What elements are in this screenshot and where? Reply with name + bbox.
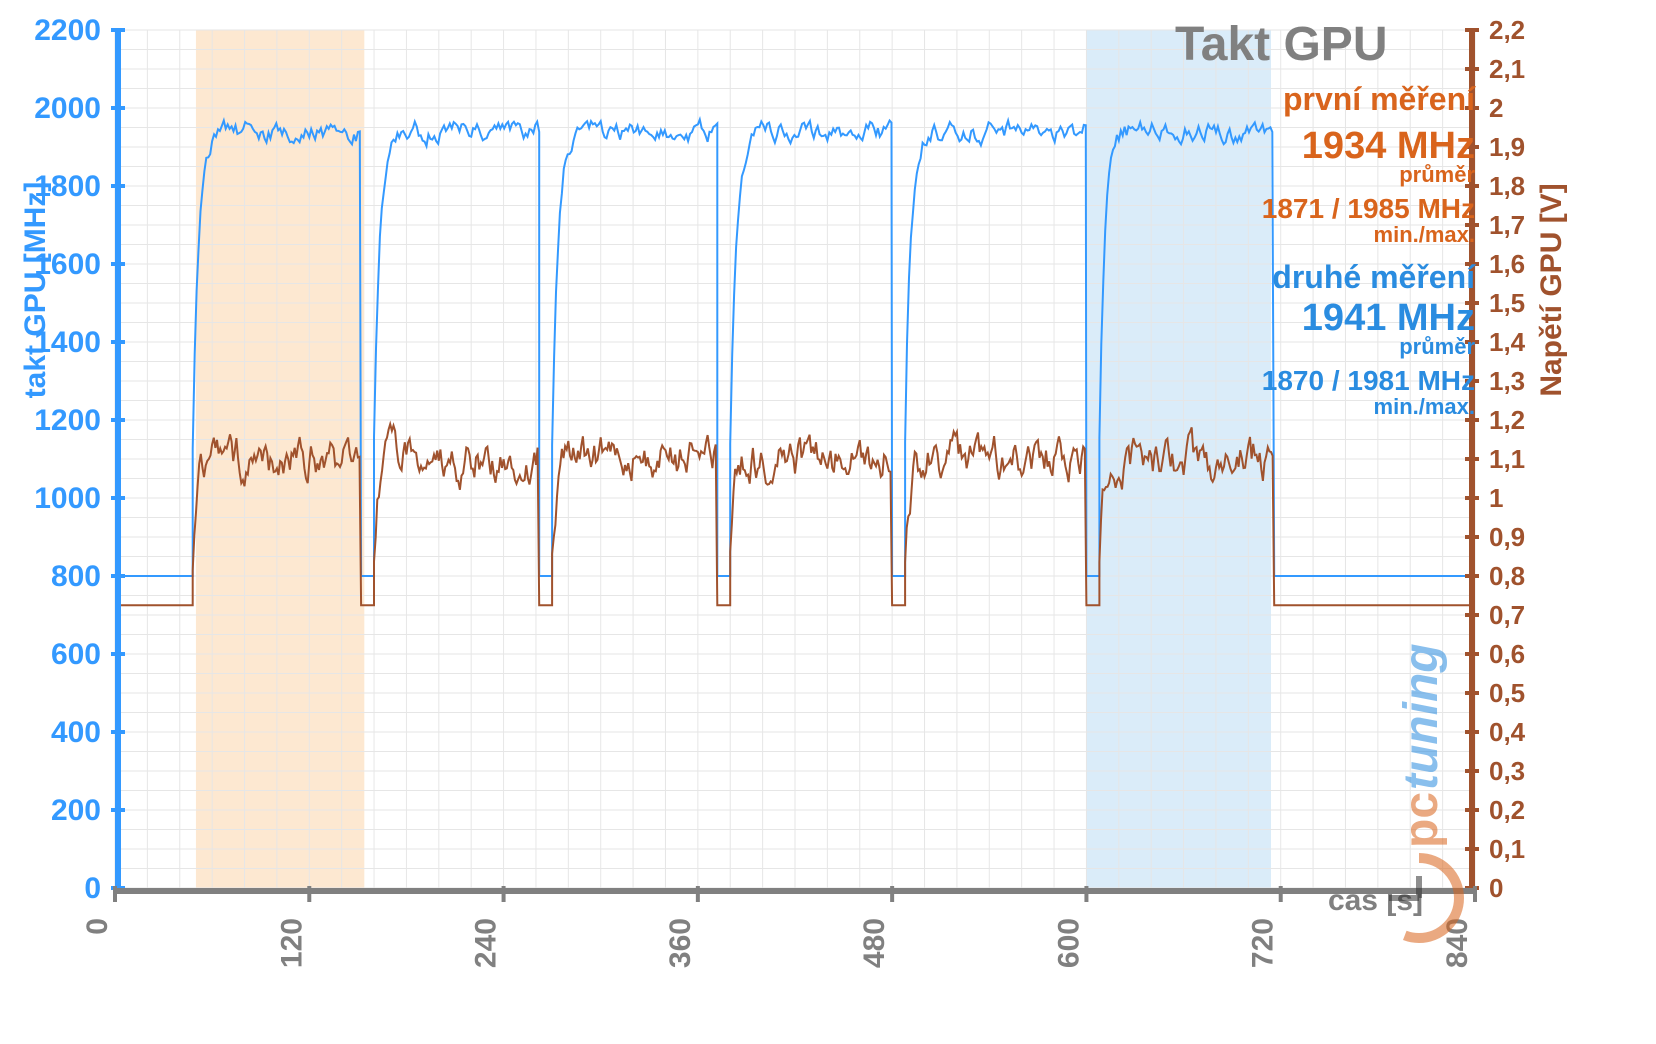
y-right-tick-label: 0,1 bbox=[1489, 834, 1525, 864]
y-left-tick-label: 800 bbox=[51, 560, 101, 593]
annotation-text: průměr bbox=[1399, 334, 1475, 359]
x-tick-label: 720 bbox=[1247, 918, 1280, 968]
annotation-text: 1934 MHz bbox=[1302, 125, 1475, 167]
y-left-tick-label: 600 bbox=[51, 638, 101, 671]
y-right-tick-label: 2,2 bbox=[1489, 15, 1525, 45]
y-right-tick-label: 1 bbox=[1489, 483, 1503, 513]
y-right-tick-label: 0 bbox=[1489, 873, 1503, 903]
annotation-text: 1871 / 1985 MHz bbox=[1262, 193, 1475, 224]
y-right-tick-label: 1,3 bbox=[1489, 366, 1525, 396]
y-right-tick-label: 0,8 bbox=[1489, 561, 1525, 591]
x-tick-label: 600 bbox=[1052, 918, 1085, 968]
watermark-tuning: tuning bbox=[1395, 643, 1448, 790]
annotation-text: 1941 MHz bbox=[1302, 297, 1475, 339]
y-right-tick-label: 0,4 bbox=[1489, 717, 1526, 747]
y-left-tick-label: 2000 bbox=[34, 92, 101, 125]
x-tick-label: 240 bbox=[470, 918, 503, 968]
annotation-text: průměr bbox=[1399, 162, 1475, 187]
y-right-tick-label: 2,1 bbox=[1489, 54, 1525, 84]
annotation-text: 1870 / 1981 MHz bbox=[1262, 365, 1475, 396]
y-left-tick-label: 2200 bbox=[34, 14, 101, 47]
y-left-axis-label: takt GPU [MHz] bbox=[19, 182, 52, 399]
y-right-tick-label: 0,6 bbox=[1489, 639, 1525, 669]
y-left-tick-label: 400 bbox=[51, 716, 101, 749]
y-right-tick-label: 0,7 bbox=[1489, 600, 1525, 630]
y-right-tick-label: 1,1 bbox=[1489, 444, 1525, 474]
y-right-tick-label: 0,2 bbox=[1489, 795, 1525, 825]
x-tick-label: 120 bbox=[275, 918, 308, 968]
y-right-tick-label: 1,7 bbox=[1489, 210, 1525, 240]
y-right-tick-label: 1,6 bbox=[1489, 249, 1525, 279]
annotation-text: min./max. bbox=[1374, 394, 1475, 419]
y-left-tick-label: 1000 bbox=[34, 482, 101, 515]
watermark-pc: pc bbox=[1395, 792, 1448, 848]
annotation-text: první měření bbox=[1283, 81, 1476, 117]
y-right-tick-label: 1,2 bbox=[1489, 405, 1525, 435]
gpu-clock-chart: 0200400600800100012001400160018002000220… bbox=[0, 0, 1656, 1044]
annotation-text: druhé měření bbox=[1272, 259, 1476, 295]
y-left-tick-label: 200 bbox=[51, 794, 101, 827]
annotation-text: min./max. bbox=[1374, 222, 1475, 247]
chart-title: Takt GPU bbox=[1175, 18, 1387, 71]
y-right-tick-label: 0,3 bbox=[1489, 756, 1525, 786]
y-right-axis-label: Napětí GPU [V] bbox=[1535, 183, 1568, 396]
chart-svg: 0200400600800100012001400160018002000220… bbox=[0, 0, 1656, 1044]
y-right-tick-label: 1,9 bbox=[1489, 132, 1525, 162]
x-tick-label: 360 bbox=[664, 918, 697, 968]
x-tick-label: 480 bbox=[858, 918, 891, 968]
x-tick-label: 0 bbox=[81, 918, 114, 935]
y-left-tick-label: 1200 bbox=[34, 404, 101, 437]
y-right-tick-label: 1,8 bbox=[1489, 171, 1525, 201]
y-right-tick-label: 0,5 bbox=[1489, 678, 1525, 708]
y-right-tick-label: 1,5 bbox=[1489, 288, 1525, 318]
y-right-tick-label: 1,4 bbox=[1489, 327, 1526, 357]
y-right-tick-label: 2 bbox=[1489, 93, 1503, 123]
y-left-tick-label: 0 bbox=[84, 872, 101, 905]
y-right-tick-label: 0,9 bbox=[1489, 522, 1525, 552]
